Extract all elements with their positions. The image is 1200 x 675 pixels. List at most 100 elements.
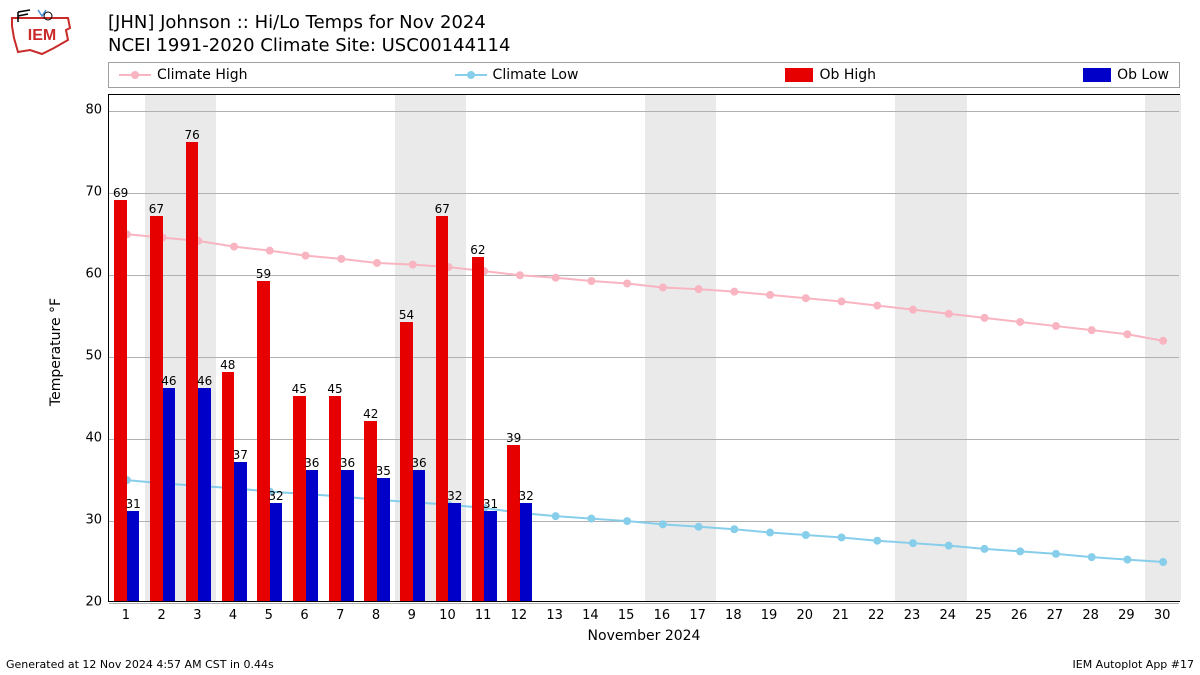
ob-low-label: 36 <box>411 456 426 470</box>
ob-low-bar <box>270 503 283 601</box>
climate-high-line <box>127 234 1163 341</box>
xtick-label: 4 <box>229 608 237 623</box>
climate-low-line-marker <box>1052 550 1060 558</box>
xtick-label: 22 <box>868 608 885 623</box>
climate-low-line-marker <box>552 512 560 520</box>
climate-low-line-marker <box>838 533 846 541</box>
xtick-label: 23 <box>904 608 921 623</box>
xtick-label: 30 <box>1154 608 1171 623</box>
ob-high-bar <box>222 372 235 601</box>
chart-title-block: [JHN] Johnson :: Hi/Lo Temps for Nov 202… <box>108 12 510 57</box>
xtick-label: 3 <box>193 608 201 623</box>
climate-high-line-marker <box>1123 330 1131 338</box>
climate-high-line-marker <box>730 288 738 296</box>
climate-low-line-marker <box>909 539 917 547</box>
climate-high-line-marker <box>1016 318 1024 326</box>
ytick-label: 50 <box>85 349 102 364</box>
xtick-label: 1 <box>122 608 130 623</box>
xtick-label: 19 <box>761 608 778 623</box>
ob-high-bar <box>507 445 520 601</box>
xtick-label: 18 <box>725 608 742 623</box>
legend-climate-low: Climate Low <box>455 67 579 83</box>
ob-low-bar <box>377 478 390 601</box>
xtick-label: 28 <box>1082 608 1099 623</box>
svg-text:IEM: IEM <box>28 27 56 44</box>
ob-low-bar <box>413 470 426 601</box>
climate-high-line-marker <box>587 277 595 285</box>
footer-generated: Generated at 12 Nov 2024 4:57 AM CST in … <box>6 658 274 671</box>
xtick-label: 26 <box>1011 608 1028 623</box>
xtick-label: 10 <box>439 608 456 623</box>
climate-high-line-marker <box>802 294 810 302</box>
xtick-label: 5 <box>265 608 273 623</box>
climate-high-line-marker <box>552 274 560 282</box>
title-line-1: [JHN] Johnson :: Hi/Lo Temps for Nov 202… <box>108 12 510 35</box>
legend-label: Climate High <box>157 67 248 83</box>
ob-low-label: 32 <box>268 489 283 503</box>
chart: Climate High Climate Low Ob High Ob Low … <box>108 62 1180 642</box>
climate-high-line-marker <box>302 252 310 260</box>
climate-low-line-marker <box>587 515 595 523</box>
climate-high-line-marker <box>1052 322 1060 330</box>
climate-low-line-marker <box>730 525 738 533</box>
climate-low-line-marker <box>695 523 703 531</box>
ob-high-label: 45 <box>327 382 342 396</box>
climate-high-line-marker <box>838 297 846 305</box>
xtick-label: 29 <box>1118 608 1135 623</box>
xtick-label: 14 <box>582 608 599 623</box>
xtick-label: 8 <box>372 608 380 623</box>
climate-low-line-marker <box>1088 553 1096 561</box>
xtick-label: 24 <box>939 608 956 623</box>
climate-low-line-marker <box>766 529 774 537</box>
xtick-label: 2 <box>157 608 165 623</box>
ob-high-bar <box>364 421 377 601</box>
xtick-label: 21 <box>832 608 849 623</box>
ob-high-label: 54 <box>399 308 414 322</box>
legend-label: Ob High <box>819 67 876 83</box>
legend: Climate High Climate Low Ob High Ob Low <box>108 62 1180 88</box>
ob-low-label: 46 <box>197 374 212 388</box>
xtick-label: 9 <box>408 608 416 623</box>
legend-label: Ob Low <box>1117 67 1169 83</box>
plot-area: 6931674676464837593245364536423554366732… <box>108 94 1180 602</box>
climate-high-line-marker <box>337 255 345 263</box>
ob-high-label: 42 <box>363 407 378 421</box>
xtick-label: 13 <box>546 608 563 623</box>
xtick-label: 17 <box>689 608 706 623</box>
ytick-label: 60 <box>85 267 102 282</box>
ob-high-bar <box>329 396 342 601</box>
ob-high-label: 59 <box>256 267 271 281</box>
climate-high-line-marker <box>909 306 917 314</box>
legend-label: Climate Low <box>493 67 579 83</box>
ob-high-bar <box>472 257 485 601</box>
climate-high-line-marker <box>266 247 274 255</box>
logo: IEM <box>8 8 76 56</box>
ytick-label: 80 <box>85 103 102 118</box>
ob-low-bar <box>198 388 211 601</box>
ob-high-bar <box>114 200 127 601</box>
climate-low-line-marker <box>873 537 881 545</box>
xtick-label: 27 <box>1047 608 1064 623</box>
ob-high-label: 67 <box>435 202 450 216</box>
climate-low-line-marker <box>623 517 631 525</box>
ob-low-bar <box>484 511 497 601</box>
ob-low-label: 32 <box>519 489 534 503</box>
ob-low-label: 36 <box>304 456 319 470</box>
climate-high-line-marker <box>695 285 703 293</box>
legend-ob-low: Ob Low <box>1083 67 1169 83</box>
ob-high-bar <box>186 142 199 601</box>
climate-high-line-marker <box>516 271 524 279</box>
title-line-2: NCEI 1991-2020 Climate Site: USC00144114 <box>108 35 510 58</box>
xtick-label: 6 <box>300 608 308 623</box>
legend-climate-high: Climate High <box>119 67 248 83</box>
climate-high-line-marker <box>373 259 381 267</box>
climate-high-line-marker <box>766 291 774 299</box>
ob-high-label: 76 <box>184 128 199 142</box>
ob-low-bar <box>341 470 354 601</box>
ob-low-label: 37 <box>233 448 248 462</box>
climate-low-line-marker <box>945 542 953 550</box>
ob-high-bar <box>150 216 163 601</box>
climate-low-line-marker <box>1016 547 1024 555</box>
x-axis-label: November 2024 <box>588 628 701 644</box>
climate-high-line-marker <box>623 279 631 287</box>
